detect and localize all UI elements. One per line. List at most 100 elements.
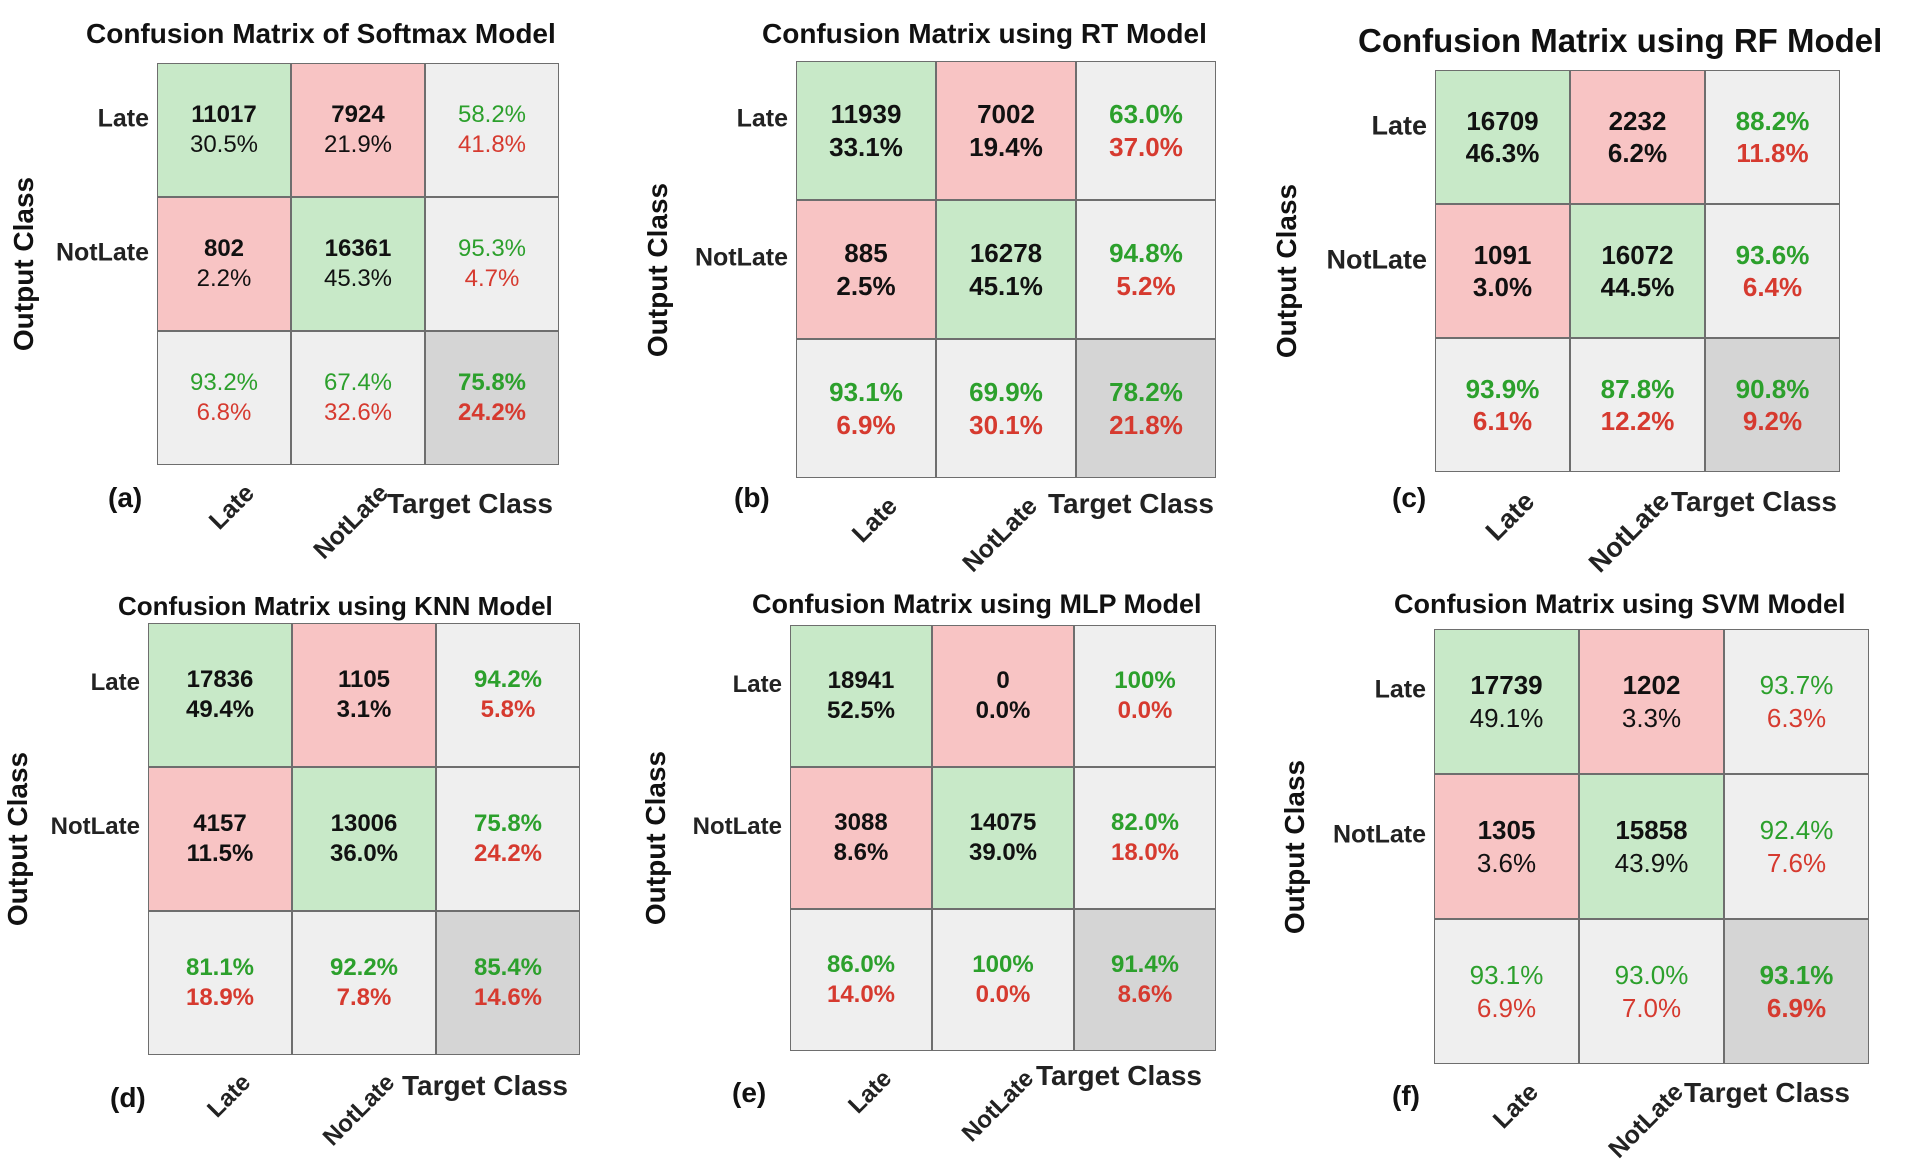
target-class-tick-label: NotLate [308,479,394,565]
col-summary-cell: 87.8% 12.2% [1570,338,1705,472]
overall-accuracy-cell: 93.1% 6.9% [1724,919,1869,1064]
col-summary-cell: 92.2% 7.8% [292,911,436,1055]
row-summary-cell-value: 92.4% [1759,815,1834,845]
error-cell-value: 1105 [337,666,391,693]
correct-cell-value: 16361 [324,235,392,262]
x-axis-label: Target Class [402,1070,568,1101]
col-summary-cell-value: 93.1% [1469,960,1544,990]
x-axis-label: Target Class [1048,488,1214,519]
error-cell-value: 1202 [1622,670,1681,700]
col-summary-cell-value: 100% [972,951,1034,978]
target-class-tick-label: Late [1487,1078,1544,1135]
target-class-tick-label: Late [843,1065,898,1119]
row-summary-cell-value: 82.0% [1110,809,1180,836]
error-cell-value: 4157 [193,810,247,837]
panel-letter: (e) [732,1077,767,1108]
error-cell: 4157 11.5% [148,767,292,911]
row-summary-cell-value: 95.3% [457,235,527,262]
col-summary-cell-percent: 12.2% [1600,406,1675,436]
row-summary-cell: 94.8% 5.2% [1076,200,1216,339]
overall-accuracy-cell-percent: 14.6% [473,984,543,1011]
correct-cell-percent: 43.9% [1614,847,1689,878]
correct-cell: 16709 46.3% [1435,70,1570,204]
correct-cell: 16072 44.5% [1570,204,1705,338]
row-summary-cell-percent: 4.7% [464,265,520,292]
error-cell-value: 2232 [1608,105,1667,136]
col-summary-cell: 93.1% 6.9% [796,339,936,478]
correct-cell: 16361 45.3% [291,197,425,331]
correct-cell-percent: 45.1% [969,270,1043,301]
col-summary-cell: 93.0% 7.0% [1579,919,1724,1064]
col-summary-cell-value: 93.9% [1465,373,1540,404]
panel-letter: (c) [1392,482,1427,513]
x-axis-label: Target Class [1671,486,1837,517]
row-summary-cell-percent: 24.2% [473,840,543,867]
panel-letter: (f) [1392,1080,1420,1111]
correct-cell: 13006 36.0% [292,767,436,911]
confusion-matrix-grid: 17836 49.4% 1105 3.1% 4157 11.5% 13006 36.0% 94.… [148,623,580,1055]
correct-cell-value: 17836 [186,666,254,693]
overall-accuracy-cell-percent: 6.9% [1766,992,1827,1023]
correct-cell-percent: 30.5% [189,131,259,158]
row-summary-cell: 93.7% 6.3% [1724,629,1869,774]
y-axis-label: Output Class [2,751,33,927]
error-cell-value: 7002 [977,99,1035,129]
col-summary-cell-value: 93.0% [1614,960,1689,990]
correct-cell: 16278 45.1% [936,200,1076,339]
confusion-matrix-grid: 16709 46.3% 2232 6.2% 1091 3.0% 16072 44.5% 88.2… [1435,70,1840,472]
correct-cell-value: 16709 [1466,105,1539,136]
row-summary-cell-percent: 11.8% [1736,138,1809,168]
error-cell: 3088 8.6% [790,767,932,909]
correct-cell-value: 14075 [969,809,1037,836]
row-summary-cell-percent: 41.8% [457,131,527,158]
overall-accuracy-cell-value: 75.8% [457,369,527,396]
output-class-tick-label: Late [736,104,788,133]
col-summary-cell-value: 86.0% [826,951,896,978]
error-cell: 1202 3.3% [1579,629,1724,774]
overall-accuracy-cell-value: 78.2% [1109,377,1183,407]
error-cell: 1105 3.1% [292,623,436,767]
error-cell-percent: 6.2% [1607,138,1668,168]
panel-title: Confusion Matrix using MLP Model [752,589,1202,619]
panel-title: Confusion Matrix of Softmax Model [86,18,556,49]
col-summary-cell-percent: 32.6% [323,399,393,426]
correct-cell-percent: 45.3% [323,265,393,292]
error-cell-value: 1305 [1477,815,1536,845]
row-summary-cell-percent: 7.6% [1766,847,1827,878]
correct-cell-percent: 33.1% [829,131,903,162]
overall-accuracy-cell-value: 93.1% [1759,960,1834,990]
row-summary-cell: 100% 0.0% [1074,625,1216,767]
row-summary-cell-value: 94.2% [473,666,543,693]
output-class-tick-label: Late [732,670,782,698]
x-axis-label: Target Class [387,488,553,519]
row-summary-cell-value: 93.7% [1759,670,1834,700]
col-summary-cell-value: 87.8% [1600,373,1675,404]
correct-cell-value: 15858 [1615,815,1688,845]
correct-cell: 15858 43.9% [1579,774,1724,919]
row-summary-cell-value: 58.2% [457,101,527,128]
col-summary-cell-value: 93.2% [189,369,259,396]
correct-cell-value: 13006 [330,810,398,837]
panel-letter: (d) [110,1082,146,1113]
error-cell-percent: 0.0% [975,697,1031,724]
output-class-tick-label: NotLate [1326,244,1428,275]
output-class-tick-label: NotLate [1332,820,1426,849]
overall-accuracy-cell-value: 85.4% [473,954,543,981]
target-class-tick-label: NotLate [318,1069,401,1152]
row-summary-cell-percent: 5.8% [480,696,536,723]
correct-cell-percent: 52.5% [826,697,896,724]
output-class-tick-label: Late [1374,675,1426,704]
error-cell-value: 7924 [331,101,385,128]
target-class-tick-label: Late [846,492,903,549]
correct-cell-value: 17739 [1470,670,1543,700]
overall-accuracy-cell-percent: 9.2% [1742,406,1803,436]
correct-cell: 11017 30.5% [157,63,291,197]
col-summary-cell: 86.0% 14.0% [790,909,932,1051]
col-summary-cell-value: 81.1% [185,954,255,981]
row-summary-cell: 75.8% 24.2% [436,767,580,911]
error-cell: 7002 19.4% [936,61,1076,200]
output-class-tick-label: Late [1371,110,1427,141]
y-axis-label: Output Class [642,182,673,357]
target-class-tick-label: Late [1479,486,1540,547]
